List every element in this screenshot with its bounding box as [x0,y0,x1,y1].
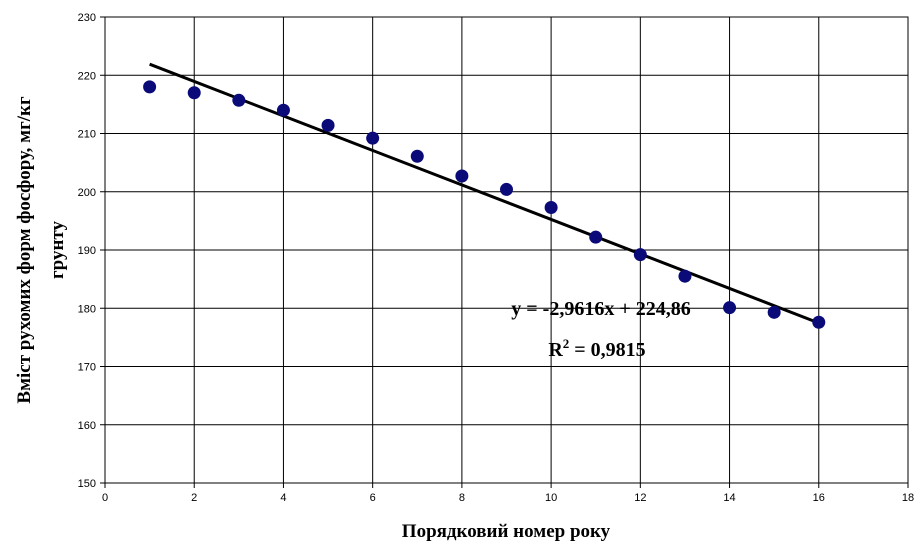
trendline-equation: y = -2,9616x + 224,86 [511,298,690,320]
x-tick-label: 16 [813,492,825,504]
y-tick-label: 150 [78,478,96,490]
x-tick-label: 14 [723,492,735,504]
y-tick-label: 200 [78,187,96,199]
y-tick-label: 190 [78,245,96,257]
data-point [187,86,201,100]
y-axis-title-line1: Вміст рухомих форм фосфору, мг/кг [14,96,35,404]
data-point [589,230,603,244]
x-tick-label: 6 [370,492,376,504]
x-tick-label: 0 [102,492,108,504]
y-tick-label: 170 [78,362,96,374]
data-point [321,118,335,132]
data-point [723,301,737,315]
r-squared-label: R2 = 0,9815 [548,336,645,361]
data-point [767,305,781,319]
x-tick-label: 2 [191,492,197,504]
y-tick-label: 180 [78,303,96,315]
x-axis-title: Порядковий номер року [402,521,611,542]
y-tick-label: 210 [78,129,96,141]
x-tick-label: 18 [902,492,914,504]
x-tick-label: 12 [634,492,646,504]
data-point [812,315,826,329]
data-point [678,269,692,283]
y-axis-ticks: 150 160 170 180 190 200 210 220 230 [78,12,105,490]
data-points [143,80,826,329]
data-point [500,182,513,196]
y-tick-label: 160 [78,420,96,432]
data-point [410,149,424,163]
y-tick-label: 220 [78,70,96,82]
data-point [633,248,647,262]
y-axis-title-line2: грунту [47,221,68,279]
x-tick-label: 4 [280,492,286,504]
data-point [143,80,157,94]
x-tick-label: 8 [459,492,465,504]
data-point [276,103,290,117]
x-axis-ticks: 0 2 4 6 8 10 12 14 16 18 [102,483,914,504]
grid-lines [105,17,908,483]
y-tick-label: 230 [78,12,96,24]
data-point [366,131,380,145]
trendline [149,62,820,325]
data-point [232,93,246,107]
x-tick-label: 10 [545,492,557,504]
data-point [544,200,558,214]
data-point [455,169,469,183]
